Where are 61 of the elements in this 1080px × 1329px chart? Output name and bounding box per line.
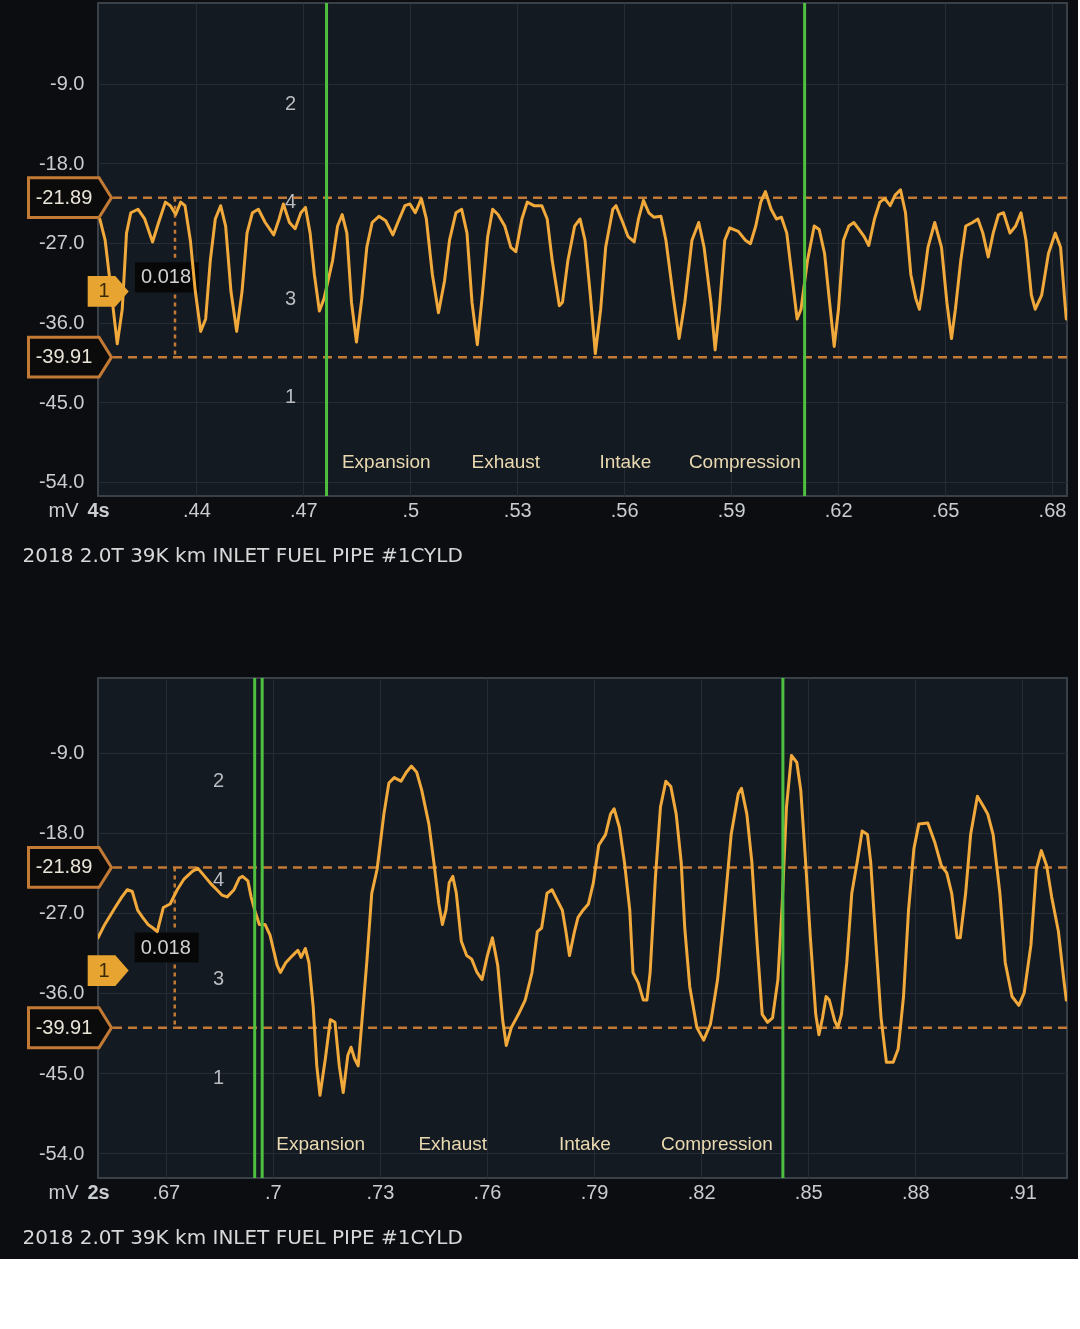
ref-line-label: -39.91 (35, 1015, 93, 1038)
ref-line-label: -21.89 (35, 855, 93, 878)
x-tick-label: .59 (717, 498, 746, 521)
ref-line-label: -21.89 (35, 185, 93, 208)
x-tick-label: .7 (265, 1180, 282, 1203)
annotation: Compression (660, 1132, 773, 1154)
annotation: 1 (98, 279, 110, 302)
y-tick-label: -27.0 (38, 231, 85, 254)
y-tick-label: -9.0 (50, 741, 85, 764)
y-tick-label: -18.0 (38, 151, 85, 174)
annotation: 4 (284, 189, 297, 212)
text: 2018 2.0T 39K km INLET FUEL PIPE #1CYLD (22, 1225, 463, 1249)
text: 2018 2.0T 39K km INLET FUEL PIPE #1CYLD (22, 543, 463, 567)
annotation: 2 (213, 768, 225, 791)
y-axis-title: mV (48, 1180, 80, 1203)
annotation: 1 (213, 1065, 225, 1088)
x-tick-label: .79 (580, 1180, 609, 1203)
annotation: 1 (98, 958, 110, 981)
ref-line-label: -39.91 (35, 345, 93, 368)
y-tick-label: -36.0 (38, 981, 85, 1004)
x-tick-label: .44 (182, 498, 211, 521)
y-tick-label: -36.0 (38, 311, 85, 334)
annotation: 0.018 (140, 935, 191, 958)
y-tick-label: -45.0 (38, 390, 85, 413)
annotation: 1 (284, 384, 297, 407)
y-tick-label: -27.0 (38, 901, 85, 924)
annotation: 2 (284, 92, 297, 115)
annotation: Exhaust (418, 1132, 488, 1154)
annotation: Compression (688, 450, 801, 472)
annotation: Expansion (341, 450, 431, 472)
x-tick-label: .85 (794, 1180, 823, 1203)
annotation: Intake (558, 1132, 611, 1154)
annotation: Exhaust (471, 450, 541, 472)
annotation: 3 (284, 287, 297, 310)
annotation: 3 (213, 966, 225, 989)
x-tick-label: .67 (152, 1180, 181, 1203)
x-tick-label: .53 (503, 498, 532, 521)
y-tick-label: -54.0 (38, 1141, 85, 1164)
x-tick-label: .62 (824, 498, 853, 521)
x-tick-label: .91 (1008, 1180, 1037, 1203)
y-tick-label: -54.0 (38, 470, 85, 493)
x-tick-label: .5 (402, 498, 420, 521)
x-axis-title: 4s (87, 498, 110, 521)
x-tick-label: .68 (1038, 498, 1067, 521)
x-tick-label: .88 (901, 1180, 930, 1203)
annotation: 0.018 (140, 265, 192, 288)
x-tick-label: .82 (687, 1180, 716, 1203)
x-axis-title: 2s (87, 1180, 110, 1203)
x-tick-label: .47 (289, 498, 318, 521)
y-tick-label: -9.0 (50, 72, 85, 95)
annotation: Expansion (276, 1132, 366, 1154)
x-tick-label: .73 (366, 1180, 395, 1203)
y-tick-label: -45.0 (38, 1061, 85, 1084)
x-tick-label: .65 (931, 498, 960, 521)
x-tick-label: .56 (610, 498, 639, 521)
y-tick-label: -18.0 (38, 821, 85, 844)
annotation: Intake (599, 450, 652, 472)
x-tick-label: .76 (473, 1180, 502, 1203)
annotation: 4 (213, 867, 225, 890)
line-series (98, 753, 1067, 1097)
y-axis-title: mV (48, 498, 80, 521)
